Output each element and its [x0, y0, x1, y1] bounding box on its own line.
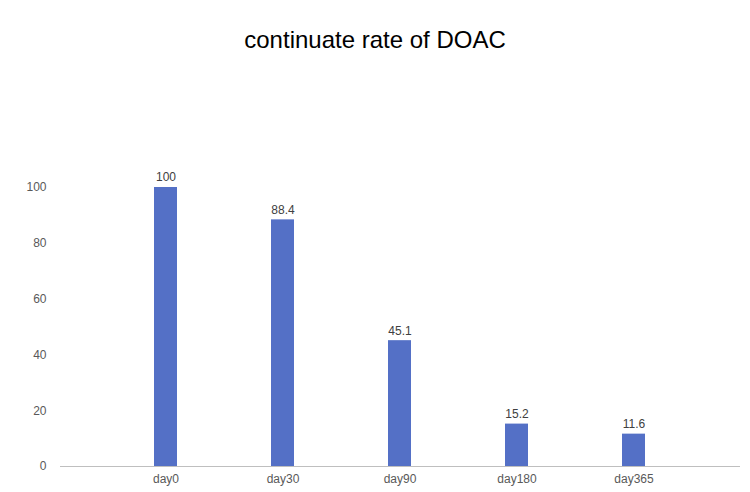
svg-text:0: 0 — [40, 459, 47, 473]
svg-text:40: 40 — [33, 348, 47, 362]
svg-text:15.2: 15.2 — [505, 407, 529, 421]
svg-text:day180: day180 — [497, 472, 537, 486]
svg-text:88.4: 88.4 — [271, 203, 295, 217]
html-text:continuate rate of DOAC: continuate rate of DOAC — [244, 26, 506, 53]
svg-text:day90: day90 — [384, 472, 417, 486]
svg-text:11.6: 11.6 — [623, 417, 646, 431]
svg-text:day30: day30 — [267, 472, 300, 486]
svg-text:60: 60 — [33, 292, 47, 306]
svg-text:100: 100 — [156, 170, 176, 184]
svg-text:20: 20 — [33, 404, 47, 418]
svg-text:80: 80 — [33, 236, 47, 250]
svg-text:100: 100 — [26, 180, 46, 194]
svg-text:day365: day365 — [614, 472, 654, 486]
svg-text:45.1: 45.1 — [388, 324, 412, 338]
svg-text:day0: day0 — [153, 472, 179, 486]
